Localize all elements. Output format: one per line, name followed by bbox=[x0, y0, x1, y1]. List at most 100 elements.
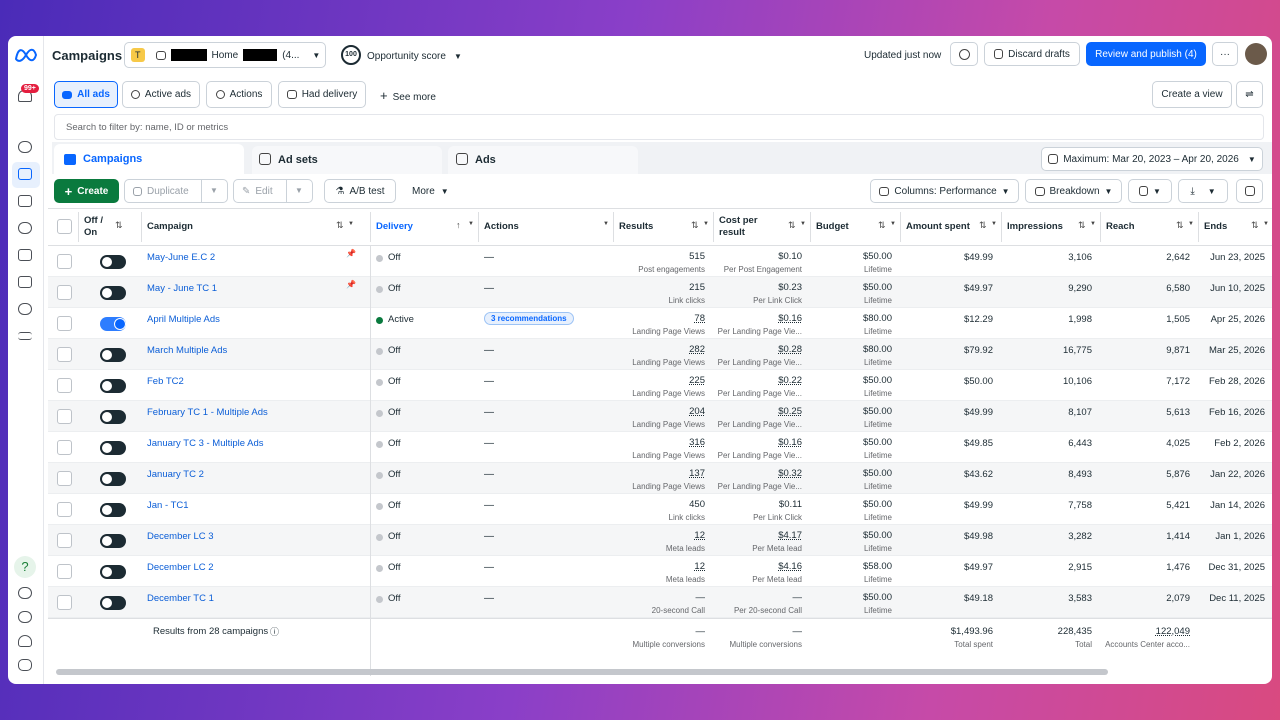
discard-button[interactable]: Discard drafts bbox=[984, 42, 1080, 66]
nav-billing[interactable] bbox=[18, 276, 32, 288]
date-range[interactable]: Maximum: Mar 20, 2023 – Apr 20, 2026 ▼ bbox=[1041, 147, 1263, 171]
column-menu[interactable]: ▼ bbox=[991, 221, 997, 227]
sort-icon[interactable]: ⇅ bbox=[1251, 220, 1259, 230]
column-menu[interactable]: ▼ bbox=[703, 221, 709, 227]
column-header[interactable]: Delivery bbox=[376, 221, 413, 232]
help-icon[interactable]: ? bbox=[14, 556, 36, 578]
columns-button[interactable]: Columns: Performance ▼ bbox=[870, 179, 1019, 203]
tab-ads[interactable] bbox=[448, 146, 638, 174]
column-header[interactable]: Results bbox=[619, 221, 654, 232]
column-menu[interactable]: ▼ bbox=[800, 221, 806, 227]
view-settings[interactable]: ⇌ bbox=[1236, 81, 1263, 108]
nav-business[interactable] bbox=[18, 303, 32, 315]
column-header[interactable]: Budget bbox=[816, 221, 849, 232]
column-header[interactable]: Off / On bbox=[84, 215, 103, 238]
sort-icon[interactable]: ⇅ bbox=[336, 220, 344, 230]
column-menu[interactable]: ▼ bbox=[1188, 221, 1194, 227]
sort-icon[interactable]: ⇅ bbox=[1078, 220, 1086, 230]
column-menu[interactable]: ▼ bbox=[1090, 221, 1096, 227]
search-icon[interactable] bbox=[18, 611, 32, 623]
filter-had-delivery[interactable]: Had delivery bbox=[278, 81, 366, 108]
filter-active-ads[interactable]: Active ads bbox=[122, 81, 200, 108]
sort-icon[interactable]: ⇅ bbox=[878, 220, 886, 230]
bug-icon[interactable] bbox=[18, 659, 32, 671]
row-checkbox[interactable] bbox=[57, 347, 72, 362]
campaign-name[interactable]: December TC 1 bbox=[147, 593, 214, 604]
search-box[interactable]: Search to filter by: name, ID or metrics bbox=[54, 114, 1264, 140]
row-checkbox[interactable] bbox=[57, 316, 72, 331]
nav-audiences[interactable] bbox=[18, 222, 32, 234]
campaign-name[interactable]: February TC 1 - Multiple Ads bbox=[147, 407, 268, 418]
header-checkbox[interactable] bbox=[57, 219, 72, 234]
sort-icon[interactable]: ↑ bbox=[456, 220, 461, 230]
campaign-name[interactable]: Jan - TC1 bbox=[147, 500, 189, 511]
filter-all-ads[interactable]: All ads bbox=[54, 81, 118, 108]
create-view[interactable]: Create a view bbox=[1152, 81, 1232, 108]
row-checkbox[interactable] bbox=[57, 254, 72, 269]
row-checkbox[interactable] bbox=[57, 471, 72, 486]
see-more[interactable]: + See more bbox=[380, 88, 436, 103]
ab-test-button[interactable]: ⚗ A/B test bbox=[324, 179, 396, 203]
column-header[interactable]: Ends bbox=[1204, 221, 1228, 232]
row-checkbox[interactable] bbox=[57, 533, 72, 548]
column-menu[interactable]: ▼ bbox=[890, 221, 896, 227]
campaign-name[interactable]: December LC 2 bbox=[147, 562, 214, 573]
chart-button[interactable] bbox=[1236, 179, 1263, 203]
horizontal-scrollbar[interactable] bbox=[56, 669, 1108, 675]
row-checkbox[interactable] bbox=[57, 285, 72, 300]
tab-campaigns[interactable] bbox=[54, 144, 244, 176]
campaign-name[interactable]: March Multiple Ads bbox=[147, 345, 228, 356]
settings-icon[interactable] bbox=[18, 587, 32, 599]
account-selector[interactable]: T Home (4... ▼ bbox=[124, 42, 326, 68]
row-checkbox[interactable] bbox=[57, 502, 72, 517]
column-header[interactable]: Campaign bbox=[147, 221, 193, 232]
column-menu[interactable]: ▼ bbox=[603, 221, 609, 227]
campaign-name[interactable]: May - June TC 1 bbox=[147, 283, 218, 294]
nav-campaigns[interactable] bbox=[18, 168, 32, 180]
score-label[interactable]: Opportunity score bbox=[367, 51, 446, 62]
campaign-name[interactable]: April Multiple Ads bbox=[147, 314, 220, 325]
publish-button[interactable]: Review and publish (4) bbox=[1086, 42, 1206, 66]
column-header[interactable]: Impressions bbox=[1007, 221, 1063, 232]
sort-icon[interactable]: ⇅ bbox=[979, 220, 987, 230]
campaign-name[interactable]: January TC 2 bbox=[147, 469, 204, 480]
nav-dashboard[interactable] bbox=[18, 141, 32, 153]
column-header[interactable]: Actions bbox=[484, 221, 519, 232]
column-header[interactable]: Amount spent bbox=[906, 221, 970, 232]
nav-campaign-tools[interactable] bbox=[18, 249, 32, 261]
sort-icon[interactable]: ⇅ bbox=[115, 220, 123, 230]
avatar[interactable] bbox=[1245, 43, 1267, 65]
create-button[interactable]: + Create bbox=[54, 179, 119, 203]
breakdown-button[interactable]: Breakdown ▼ bbox=[1025, 179, 1122, 203]
filter-actions[interactable]: Actions bbox=[206, 81, 272, 108]
row-checkbox[interactable] bbox=[57, 409, 72, 424]
campaign-name[interactable]: Feb TC2 bbox=[147, 376, 184, 387]
edit-button[interactable]: ✎ Edit ▼ bbox=[233, 179, 313, 203]
support-icon[interactable] bbox=[18, 635, 32, 647]
sort-icon[interactable]: ⇅ bbox=[1176, 220, 1184, 230]
sort-icon[interactable]: ⇅ bbox=[691, 220, 699, 230]
campaign-name[interactable]: December LC 3 bbox=[147, 531, 214, 542]
nav-pages[interactable] bbox=[18, 195, 32, 207]
column-header[interactable]: Cost per result bbox=[719, 215, 758, 238]
duplicate-button[interactable]: Duplicate ▼ bbox=[124, 179, 228, 203]
campaign-name[interactable]: May-June E.C 2 bbox=[147, 252, 216, 263]
column-menu[interactable]: ▼ bbox=[1263, 221, 1269, 227]
column-header[interactable]: Reach bbox=[1106, 221, 1135, 232]
row-checkbox[interactable] bbox=[57, 564, 72, 579]
nav-menu[interactable] bbox=[18, 332, 32, 340]
row-checkbox[interactable] bbox=[57, 440, 72, 455]
row-checkbox[interactable] bbox=[57, 595, 72, 610]
recommendations-pill[interactable]: 3 recommendations bbox=[484, 312, 574, 325]
export-button[interactable]: ⤓ ▼ bbox=[1178, 179, 1228, 203]
column-menu[interactable]: ▼ bbox=[468, 221, 474, 227]
more-button[interactable]: More ▼ bbox=[412, 186, 449, 197]
tab-adsets[interactable] bbox=[252, 146, 442, 174]
more-options[interactable]: ··· bbox=[1212, 42, 1238, 66]
sort-icon[interactable]: ⇅ bbox=[788, 220, 796, 230]
campaign-name[interactable]: January TC 3 - Multiple Ads bbox=[147, 438, 264, 449]
column-menu[interactable]: ▼ bbox=[348, 221, 354, 227]
refresh-button[interactable] bbox=[950, 42, 978, 66]
row-checkbox[interactable] bbox=[57, 378, 72, 393]
reports-button[interactable]: ▼ bbox=[1128, 179, 1172, 203]
